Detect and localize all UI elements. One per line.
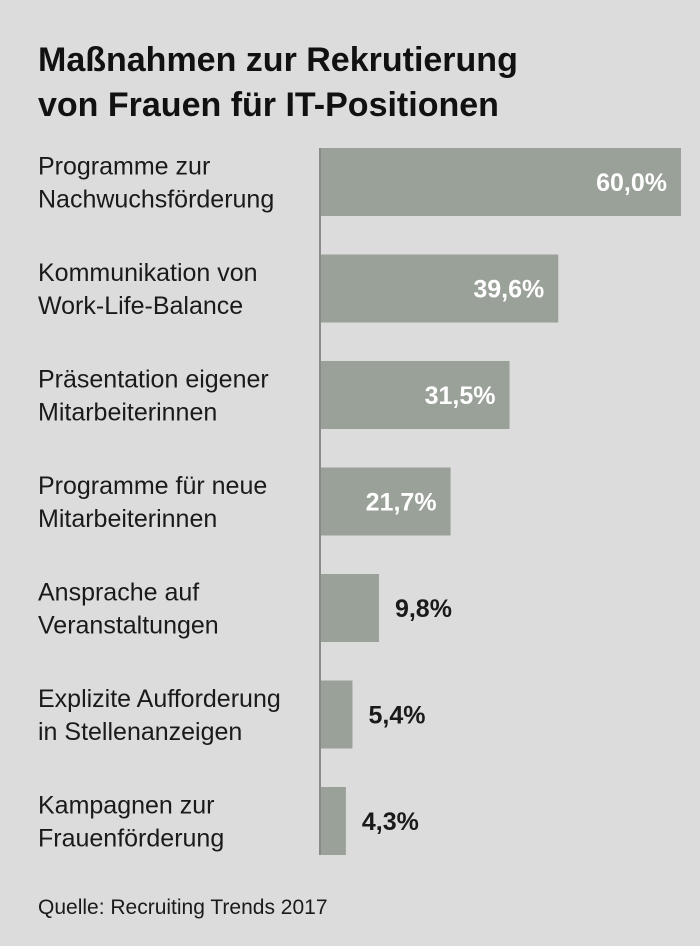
chart-title-line-2: von Frauen für IT-Positionen	[38, 86, 499, 124]
category-label-3-line-2: Mitarbeiterinnen	[38, 399, 217, 427]
bar-4	[320, 467, 451, 536]
category-label-3-line-1: Präsentation eigener	[38, 366, 269, 394]
category-label-2-line-2: Work-Life-Balance	[38, 292, 243, 320]
bar-1	[320, 148, 681, 216]
bar-2	[320, 254, 559, 323]
bar-5	[320, 574, 379, 642]
bar-6	[320, 680, 353, 749]
value-label-5: 9,8%	[395, 595, 452, 623]
value-label-7: 4,3%	[362, 808, 419, 836]
value-label-2: 39,6%	[473, 276, 544, 304]
chart-title: Maßnahmen zur Rekrutierung von Frauen fü…	[38, 38, 678, 128]
category-label-4-line-2: Mitarbeiterinnen	[38, 505, 217, 533]
value-label-6: 5,4%	[368, 702, 425, 730]
category-label-1-line-1: Programme zur	[38, 153, 210, 181]
value-label-4: 21,7%	[366, 489, 437, 517]
category-label-6-line-1: Explizite Aufforderung	[38, 685, 281, 713]
source-note: Quelle: Recruiting Trends 2017	[38, 896, 328, 919]
bar-3	[320, 361, 510, 429]
category-label-5-line-2: Veranstaltungen	[38, 612, 219, 640]
category-label-2-line-1: Kommunikation von	[38, 259, 258, 287]
chart-title-line-1: Maßnahmen zur Rekrutierung	[38, 41, 518, 79]
bar-7	[320, 787, 346, 855]
category-label-5-line-1: Ansprache auf	[38, 579, 199, 607]
category-label-7-line-2: Frauenförderung	[38, 825, 224, 853]
category-label-7-line-1: Kampagnen zur	[38, 792, 215, 820]
value-label-3: 31,5%	[425, 382, 496, 410]
category-label-6-line-2: in Stellenanzeigen	[38, 718, 242, 746]
category-label-1-line-2: Nachwuchsförderung	[38, 186, 274, 214]
value-label-1: 60,0%	[596, 169, 667, 197]
category-label-4-line-1: Programme für neue	[38, 472, 267, 500]
